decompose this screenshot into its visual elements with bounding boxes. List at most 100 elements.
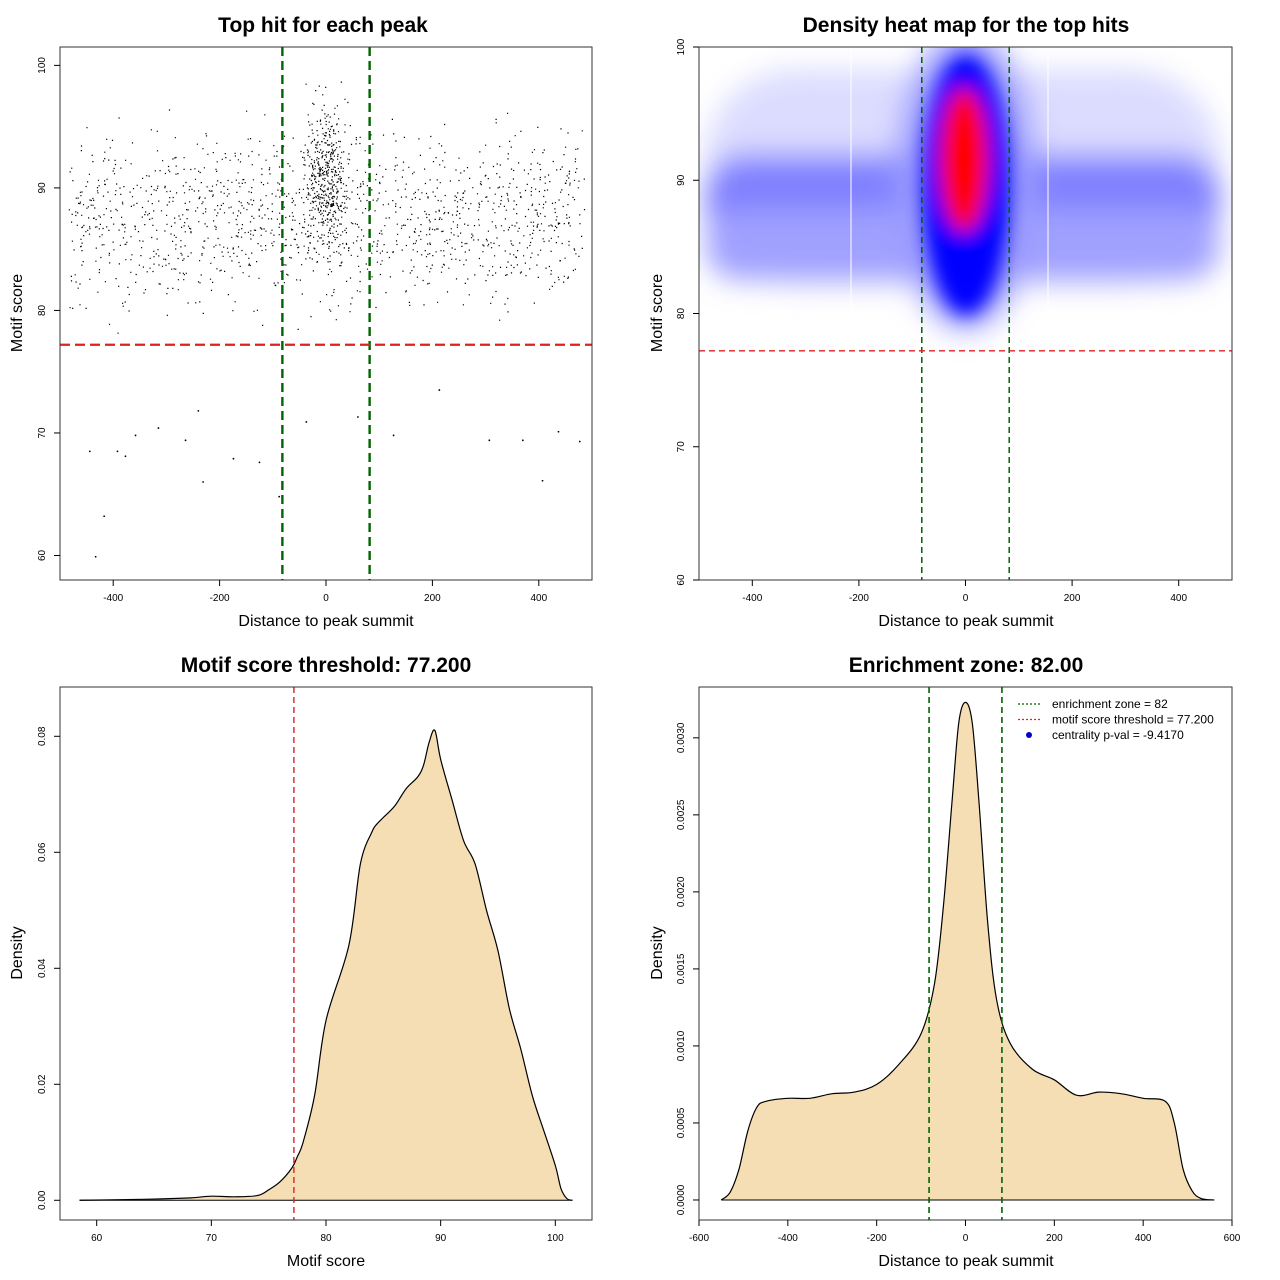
distance-density-density-curve: [720, 701, 1215, 1201]
scatter-point: [88, 450, 91, 453]
scatter-point-cloud: [68, 81, 586, 334]
scatter-frame: [59, 46, 593, 581]
score-density-x-tick-label: 60: [91, 1233, 103, 1244]
distance-density-y-tick-label: 0.0005: [676, 1107, 687, 1138]
distance-density-y-tick-label: 0.0025: [676, 799, 687, 830]
distance-density-title: Enrichment zone: 82.00: [849, 654, 1084, 677]
distance-density-x-tick-label: -400: [778, 1233, 798, 1244]
heatmap-y-axis-title: Motif score: [649, 274, 666, 352]
panel-score-density: Motif score threshold: 77.200 60 70 80 90 10…: [9, 654, 593, 1270]
heatmap-y-tick-label: 70: [676, 441, 687, 453]
scatter-point: [202, 481, 205, 483]
distance-density-x-tick-label: 0: [963, 1233, 969, 1244]
distance-density-y-tick-label: 0.0030: [676, 722, 687, 753]
heatmap-y-tick-label: 60: [676, 574, 687, 586]
panel-heatmap: Density heat map for the top hits -400 -2…: [649, 14, 1233, 630]
distance-density-y-tick-label: 0.0000: [676, 1184, 687, 1215]
score-density-title: Motif score threshold: 77.200: [181, 654, 472, 677]
heatmap-x-tick-label: 0: [963, 593, 969, 604]
heatmap-x-tick-label: 400: [1170, 593, 1187, 604]
scatter-y-axis-title: Motif score: [9, 274, 26, 352]
scatter-y-tick-label: 80: [37, 304, 48, 316]
scatter-point: [184, 439, 187, 442]
score-density-area-fill: [79, 729, 573, 1201]
scatter-point: [124, 455, 127, 458]
score-density-axes: 60 70 80 90 100 0.00 0.02 0.04 0.06 0.08: [37, 726, 564, 1244]
distance-density-x-tick-label: 400: [1135, 1233, 1152, 1244]
score-density-x-tick-label: 90: [435, 1233, 447, 1244]
heatmap-x-tick-label: 200: [1064, 593, 1081, 604]
score-density-y-tick-label: 0.00: [37, 1190, 48, 1210]
score-density-x-tick-label: 100: [547, 1233, 564, 1244]
scatter-x-tick-label: -400: [103, 593, 123, 604]
scatter-x-tick-label: -200: [210, 593, 230, 604]
heatmap-plot-area: [699, 47, 1232, 580]
scatter-point: [578, 440, 581, 443]
distance-density-area-fill: [721, 702, 1215, 1200]
scatter-y-tick-label: 100: [37, 57, 48, 74]
scatter-y-tick-label: 90: [37, 182, 48, 194]
scatter-point: [488, 439, 491, 442]
scatter-point: [521, 439, 524, 442]
scatter-point: [541, 479, 544, 482]
heatmap-x-tick-label: -400: [742, 593, 762, 604]
score-density-x-tick-label: 70: [206, 1233, 218, 1244]
distance-density-x-tick-label: -600: [689, 1233, 709, 1244]
heatmap-y-tick-label: 80: [676, 308, 687, 320]
scatter-point: [305, 421, 308, 423]
heatmap-y-tick-label: 90: [676, 174, 687, 186]
distance-density-plot-area: [720, 687, 1215, 1220]
score-density-y-axis-title: Density: [9, 926, 26, 979]
score-density-y-tick-label: 0.06: [37, 842, 48, 862]
heatmap-y-tick-label: 100: [676, 38, 687, 55]
scatter-point: [258, 461, 261, 464]
heatmap-x-axis-title: Distance to peak summit: [878, 613, 1054, 630]
panel-distance-density: Enrichment zone: 82.00 -600 -400 -200 0 200 4…: [649, 654, 1241, 1270]
scatter-x-axis-title: Distance to peak summit: [238, 613, 414, 630]
legend-label: centrality p-val = -9.4170: [1052, 728, 1184, 742]
distance-density-axes: -600 -400 -200 0 200 400 600 0.0000 0.0005 0.0010…: [676, 722, 1241, 1244]
scatter-y-tick-label: 70: [37, 427, 48, 439]
scatter-x-tick-label: 400: [530, 593, 547, 604]
legend-marker-point: [1026, 732, 1032, 738]
score-density-x-axis-title: Motif score: [287, 1253, 365, 1270]
scatter-axes: -400 -200 0 200 400 60 70 80 90 100: [37, 57, 548, 604]
scatter-point: [278, 495, 281, 498]
scatter-title: Top hit for each peak: [218, 14, 428, 37]
score-density-x-tick-label: 80: [320, 1233, 332, 1244]
scatter-point: [392, 434, 395, 437]
scatter-point: [157, 427, 160, 429]
heatmap-x-tick-label: -200: [849, 593, 869, 604]
distance-density-x-tick-label: 600: [1224, 1233, 1241, 1244]
legend-label: motif score threshold = 77.200: [1052, 713, 1214, 727]
scatter-point: [357, 416, 359, 418]
score-density-y-tick-label: 0.08: [37, 726, 48, 746]
score-density-y-tick-label: 0.04: [37, 958, 48, 978]
distance-density-y-tick-label: 0.0010: [676, 1030, 687, 1061]
scatter-point: [103, 515, 106, 518]
distance-density-y-tick-label: 0.0020: [676, 876, 687, 907]
scatter-point: [116, 450, 119, 453]
scatter-point: [197, 410, 200, 412]
distance-density-y-tick-label: 0.0015: [676, 953, 687, 984]
distance-density-legend: enrichment zone = 82 motif score threshol…: [1018, 697, 1214, 742]
scatter-y-tick-label: 60: [37, 549, 48, 561]
distance-density-x-tick-label: -200: [867, 1233, 887, 1244]
score-density-density-curve: [79, 729, 573, 1201]
scatter-point: [438, 389, 441, 391]
heatmap-axes: -400 -200 0 200 400 60 70 80 90 100: [676, 38, 1187, 604]
scatter-plot-area: [60, 47, 592, 580]
heatmap-density-core: [922, 55, 1010, 315]
score-density-y-tick-label: 0.02: [37, 1074, 48, 1094]
scatter-point: [134, 434, 137, 437]
panel-scatter: Top hit for each peak -400 -200 0 200 400 60 7…: [9, 14, 593, 630]
heatmap-title: Density heat map for the top hits: [803, 14, 1130, 37]
legend-label: enrichment zone = 82: [1052, 697, 1168, 711]
distance-density-x-axis-title: Distance to peak summit: [878, 1253, 1054, 1270]
scatter-point: [557, 430, 560, 433]
scatter-x-tick-label: 0: [323, 593, 329, 604]
distance-density-y-axis-title: Density: [649, 926, 666, 979]
scatter-point: [94, 555, 97, 558]
scatter-point: [232, 457, 235, 460]
